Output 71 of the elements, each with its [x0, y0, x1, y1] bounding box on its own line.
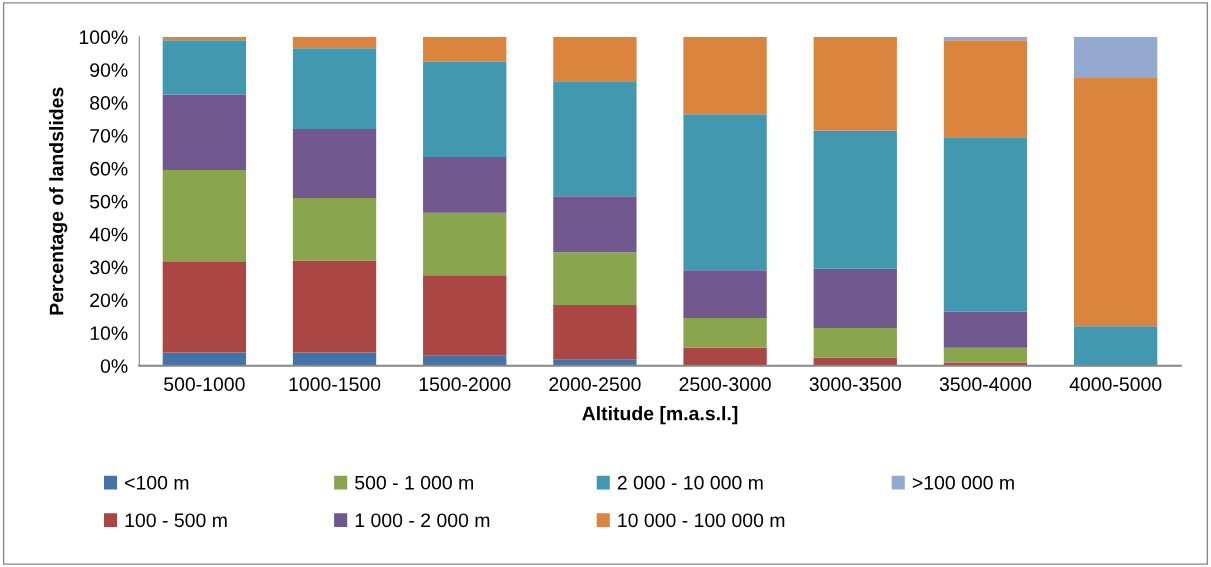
bar	[292, 352, 377, 366]
y-tick-label: 10%	[90, 326, 128, 341]
x-tick-label: 2000-2500	[549, 377, 641, 392]
legend-label: 500 - 1 000 m	[355, 475, 473, 490]
y-tick-label: 70%	[90, 128, 128, 143]
bar	[553, 304, 637, 360]
bar	[553, 81, 637, 197]
bar	[1073, 36, 1158, 78]
bar	[943, 40, 1028, 138]
bar	[162, 352, 247, 366]
bar	[292, 48, 377, 129]
y-tick-label: 100%	[79, 30, 128, 45]
x-tick-label: 3000-3500	[809, 377, 902, 392]
x-tick-label: 500-1000	[164, 377, 245, 392]
bar	[813, 36, 897, 131]
y-tick-label: 0%	[100, 359, 128, 373]
bar	[162, 36, 247, 41]
bar	[813, 327, 897, 358]
y-tick-label: 30%	[89, 260, 128, 275]
bar	[813, 130, 897, 269]
bar	[683, 347, 767, 366]
y-tick-label: 90%	[90, 63, 128, 77]
bar	[423, 156, 507, 213]
y-tick-label: 40%	[89, 227, 128, 242]
bar	[423, 355, 507, 366]
bar	[683, 270, 767, 319]
legend-label: 100 - 500 m	[125, 513, 227, 528]
bar	[423, 61, 507, 157]
bar	[423, 36, 507, 62]
bar	[423, 275, 507, 356]
bar	[943, 36, 1028, 41]
legend-label: 10 000 - 100 000 m	[618, 513, 785, 528]
bar	[292, 36, 377, 49]
bar	[292, 260, 377, 353]
bar	[813, 357, 897, 366]
bar	[162, 170, 247, 263]
x-tick-label: 1000-1500	[289, 377, 381, 392]
bar	[292, 128, 377, 198]
x-tick-label: 1500-2000	[419, 377, 511, 392]
y-tick-label: 50%	[90, 194, 128, 209]
bar	[813, 268, 897, 328]
bar	[943, 137, 1028, 312]
x-tick-label: 3500-4000	[939, 377, 1032, 392]
bar	[943, 347, 1028, 363]
bar	[553, 36, 637, 82]
legend-label: 2 000 - 10 000 m	[617, 475, 763, 490]
bar	[1073, 77, 1158, 327]
bar	[943, 311, 1028, 348]
bar	[683, 318, 767, 348]
legend-label: >100 000 m	[912, 475, 1014, 490]
x-axis-title: Altitude [m.a.s.l.]	[582, 406, 738, 425]
bar	[553, 196, 637, 253]
legend-label: 1 000 - 2 000 m	[355, 513, 490, 528]
bar	[162, 40, 247, 95]
x-tick-label: 4000-5000	[1069, 377, 1162, 392]
bar	[553, 359, 637, 366]
bar	[553, 252, 637, 305]
bar	[683, 36, 767, 115]
bar	[1073, 326, 1158, 366]
legend-label: <100 m	[125, 475, 189, 490]
y-axis-title: Percentage of landslides	[49, 87, 68, 315]
x-tick-label: 2500-3000	[679, 377, 771, 392]
y-tick-label: 20%	[90, 293, 128, 308]
bar	[162, 94, 247, 171]
bar	[423, 212, 507, 276]
bar	[162, 262, 247, 353]
bar	[943, 362, 1028, 366]
y-tick-label: 60%	[90, 161, 128, 176]
bar	[292, 198, 377, 261]
y-tick-label: 80%	[90, 96, 128, 110]
bar	[683, 114, 767, 271]
